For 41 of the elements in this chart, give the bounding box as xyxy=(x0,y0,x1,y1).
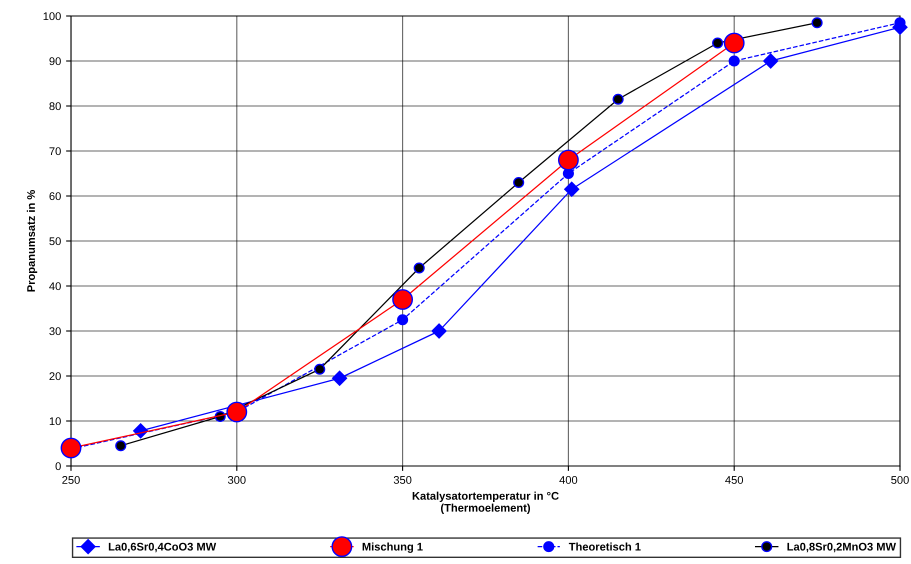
y-tick-label: 30 xyxy=(49,327,61,336)
x-tick-label: 450 xyxy=(725,476,744,484)
point xyxy=(414,262,425,274)
x-tick-label: 400 xyxy=(559,476,578,484)
point xyxy=(564,182,580,197)
y-tick-label: 10 xyxy=(50,417,61,426)
point xyxy=(60,438,82,458)
legend-label: La0,6Sr0,4CoO3 MW xyxy=(108,542,216,552)
y-axis-title: Propanumsatz in % xyxy=(26,190,38,292)
x-axis-title: Katalysatortemperatur in °C (Thermoelement) xyxy=(412,492,559,514)
point xyxy=(724,32,745,54)
x-tick-label: 250 xyxy=(62,476,80,484)
y-tick-label: 80 xyxy=(49,102,61,110)
y-tick-label: 90 xyxy=(49,57,61,66)
point xyxy=(812,17,823,28)
y-tick-label: 40 xyxy=(49,282,61,290)
point xyxy=(432,323,447,339)
y-tick-label: 100 xyxy=(44,12,61,20)
legend-label: La0,8Sr0,2MnO3 MW xyxy=(787,542,896,552)
point xyxy=(332,370,348,386)
point xyxy=(397,314,408,326)
point xyxy=(314,364,326,375)
point xyxy=(728,55,740,67)
point xyxy=(763,53,778,69)
x-tick-label: 350 xyxy=(394,476,412,484)
point xyxy=(392,289,414,310)
x-tick-label: 300 xyxy=(228,476,246,484)
legend-label: Theoretisch 1 xyxy=(568,542,641,551)
point xyxy=(513,176,524,188)
y-tick-label: 70 xyxy=(49,147,61,156)
x-tick-label: 500 xyxy=(891,476,909,484)
legend-label: Mischung 1 xyxy=(362,542,423,553)
y-tick-label: 20 xyxy=(49,372,61,380)
y-tick-label: 60 xyxy=(49,192,61,200)
y-tick-label: 50 xyxy=(49,237,61,246)
point xyxy=(226,402,248,422)
point xyxy=(558,150,579,170)
point xyxy=(612,94,624,105)
point xyxy=(712,37,724,49)
point xyxy=(115,440,126,452)
y-tick-label: 0 xyxy=(56,462,61,470)
